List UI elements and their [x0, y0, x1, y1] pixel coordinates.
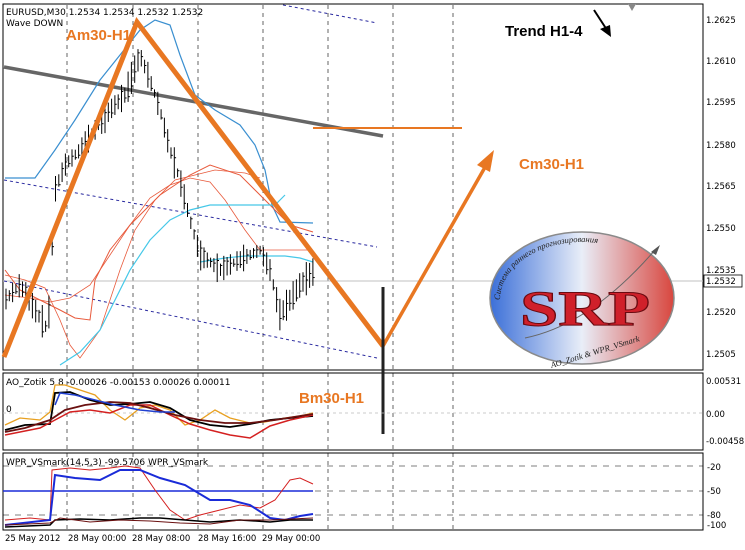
price-tick: 1.2565	[706, 182, 736, 192]
price-tick: 1.2580	[706, 141, 736, 151]
trend-arrow-icon	[600, 25, 611, 37]
srp-logo-badge	[489, 231, 675, 365]
ao-panel[interactable]: AO_Zotik 5 8 -0.00026 -0.00153 0.00026 0…	[3, 377, 744, 447]
time-tick: 28 May 16:00	[198, 534, 256, 544]
current-price-label: 1.2532	[706, 277, 736, 287]
ma-cyan-line	[59, 194, 286, 366]
price-tick: 1.2610	[706, 57, 736, 67]
wave-line[interactable]	[1, 16, 385, 358]
ao-panel-title: AO_Zotik 5 8 -0.00026 -0.00153 0.00026 0…	[6, 378, 230, 388]
wpr-panel-title: WPR_VSmark(14,5,3) -99.5706 WPR_VSmark	[6, 458, 209, 468]
label-am: Am30-H1	[66, 27, 131, 44]
scroll-shift-icon[interactable]	[628, 4, 636, 11]
symbol-header: EURUSD,M30 1.2534 1.2534 1.2532 1.2532	[6, 8, 203, 18]
time-tick: 29 May 00:00	[262, 534, 320, 544]
price-axis: 1.2625 1.2610 1.2595 1.2580 1.2565 1.255…	[703, 16, 743, 360]
wave-arrowhead	[477, 150, 494, 172]
current-price-badge	[703, 274, 743, 288]
ma-red-thin-line	[4, 169, 261, 359]
price-tick: 1.2550	[706, 224, 736, 234]
price-tick: 1.2535	[706, 266, 736, 276]
price-tick: 1.2625	[706, 16, 736, 26]
time-tick: 28 May 00:00	[68, 534, 126, 544]
indicator-header: Wave DOWN	[6, 19, 63, 29]
wpr-tick: -100	[707, 521, 726, 531]
wave-projection-line[interactable]	[381, 161, 490, 347]
channel-top-line	[282, 4, 378, 24]
srp-logo-letters: SRP	[520, 280, 650, 336]
time-tick: 28 May 08:00	[132, 534, 190, 544]
ao-panel-frame	[2, 372, 704, 451]
wpr-tick: -50	[707, 487, 721, 497]
label-trend: Trend H1-4	[505, 23, 583, 40]
wpr-tick: -80	[707, 511, 721, 521]
ao-tick: 0.00531	[706, 377, 741, 387]
upper-band-line	[5, 19, 314, 224]
time-axis: 25 May 2012 28 May 00:00 28 May 08:00 28…	[5, 534, 320, 544]
ao-tick: 0.00	[706, 410, 725, 420]
wpr-panel[interactable]: WPR_VSmark(14,5,3) -99.5706 WPR_VSmark -…	[3, 458, 726, 531]
ma-cyan-short-line	[199, 255, 314, 263]
price-tick: 1.2505	[706, 350, 736, 360]
label-bm: Bm30-H1	[299, 390, 364, 407]
ao-zero-label: 0	[6, 405, 12, 415]
candlesticks	[5, 49, 315, 338]
wpr-tick: -20	[707, 463, 721, 473]
srp-logo: Система раннего прогнозирования SRP AO_Z…	[489, 231, 675, 370]
ma-red-secondary-line	[4, 177, 313, 303]
price-tick: 1.2520	[706, 308, 736, 318]
ao-tick: -0.00458	[706, 437, 744, 447]
time-tick: 25 May 2012	[5, 534, 60, 544]
price-tick: 1.2595	[706, 98, 736, 108]
regression-line	[3, 65, 384, 138]
label-cm: Cm30-H1	[519, 156, 584, 173]
trend-arrow-line	[593, 9, 608, 31]
